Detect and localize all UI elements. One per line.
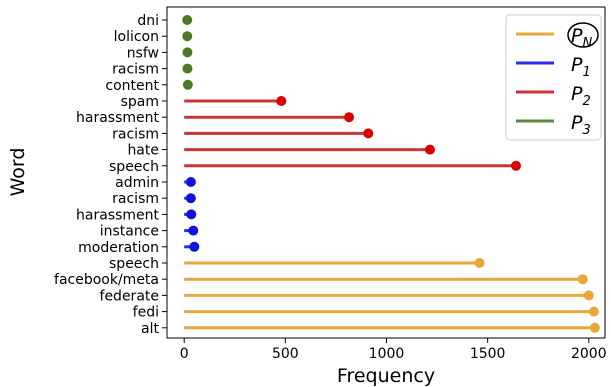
legend-label: P1 [571, 54, 591, 80]
lollipop-marker [182, 79, 193, 90]
y-tick-label: speech [109, 159, 159, 175]
lollipop-marker [583, 290, 594, 301]
y-tick-label: nsfw [127, 45, 159, 61]
lollipop-marker [185, 193, 196, 204]
lollipop-marker [188, 225, 199, 236]
lollipop-marker [182, 15, 193, 25]
lollipop-marker [344, 112, 355, 123]
y-tick-label: content [105, 78, 159, 94]
plot-frame [166, 6, 606, 339]
y-tick-label: hate [127, 143, 159, 159]
y-axis-tick-labels: altfedifederatefacebook/metaspeechmodera… [54, 13, 167, 337]
x-tick-label: 1500 [470, 346, 506, 362]
legend-label: PN [571, 25, 592, 51]
y-tick-label: moderation [78, 240, 159, 256]
y-tick-label: racism [112, 191, 159, 207]
lollipop-marker [363, 128, 374, 139]
x-tick-label: 2000 [571, 346, 607, 362]
lollipop-marker [186, 209, 197, 220]
lollipop-marker [182, 47, 193, 58]
y-tick-label: federate [100, 288, 159, 304]
plot-frame-group [166, 6, 606, 339]
y-tick-label: admin [115, 175, 159, 191]
y-tick-label: alt [141, 321, 159, 337]
lollipop-marker [577, 274, 588, 285]
x-tick-label: 0 [180, 346, 189, 362]
x-tick-label: 500 [272, 346, 299, 362]
legend: PN P1 P2 P3 [505, 14, 602, 141]
lollipop-marker [474, 258, 485, 268]
lollipop-marker [189, 241, 200, 252]
y-tick-label: facebook/meta [54, 272, 159, 288]
lollipop-marker [276, 96, 287, 106]
y-tick-label: lolicon [114, 29, 159, 45]
lollipop-marker [510, 160, 521, 171]
y-tick-label: spam [121, 94, 159, 110]
y-tick-label: racism [112, 126, 159, 142]
y-tick-label: fedi [133, 305, 159, 321]
y-tick-label: instance [100, 224, 159, 240]
x-tick-label: 1000 [369, 346, 405, 362]
y-tick-label: racism [112, 62, 159, 78]
legend-label: P3 [571, 112, 591, 138]
lollipop-marker [588, 306, 599, 317]
y-tick-label: harassment [76, 207, 159, 223]
lollipop-markers [182, 15, 600, 333]
y-tick-label: dni [137, 13, 159, 29]
y-tick-label: harassment [76, 110, 159, 126]
y-axis-title: Word [7, 148, 29, 197]
legend-label: P2 [571, 83, 591, 109]
lollipop-marker [185, 177, 196, 187]
legend-circle-mark [567, 22, 599, 48]
lollipop-marker [182, 63, 193, 74]
lollipop-marker [182, 31, 193, 42]
lollipop-marker [425, 144, 436, 155]
lollipop-marker [589, 322, 600, 333]
y-tick-label: speech [109, 256, 159, 272]
x-axis-title: Frequency [337, 365, 435, 387]
x-axis-ticks: 0 500 1000 1500 2000 [180, 338, 607, 362]
